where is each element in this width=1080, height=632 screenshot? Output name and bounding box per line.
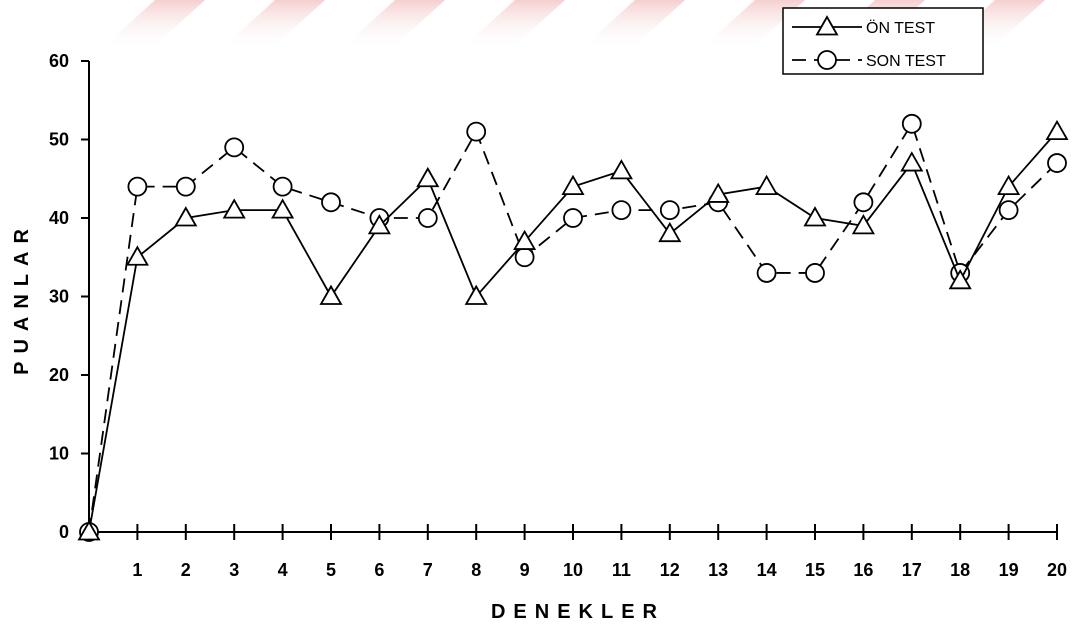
x-tick-label: 7 [423,560,433,580]
data-point [125,245,149,266]
data-point [416,166,440,188]
legend-label: SON TEST [866,53,946,70]
data-point [513,229,537,250]
y-tick-label: 0 [59,522,69,542]
y-tick-label: 50 [49,130,69,150]
data-point [224,137,245,158]
data-point [367,214,391,235]
x-tick-label: 3 [229,560,239,580]
data-point [319,284,343,305]
x-tick-label: 16 [853,560,873,580]
x-tick-label: 4 [278,560,288,580]
series-layer [77,113,1069,542]
series-line [88,121,1058,533]
data-point [417,208,438,228]
x-tick-label: 15 [805,560,825,580]
x-tick-label: 6 [374,560,384,580]
y-tick-label: 30 [49,287,69,307]
y-tick-label: 20 [49,365,69,385]
data-point [611,200,632,221]
y-tick-label: 60 [49,51,69,71]
data-point [174,206,198,227]
data-point [127,176,148,197]
x-tick-label: 11 [612,560,631,580]
legend: ÖN TEST SON TEST [782,7,984,75]
data-point [900,151,924,172]
data-point [803,206,827,227]
legend-label: ÖN TEST [866,19,935,37]
data-point [563,208,583,228]
x-tick-label: 5 [326,560,336,580]
data-point [901,113,922,134]
x-tick-label: 9 [520,560,530,580]
data-point [658,221,682,243]
data-point [756,263,777,283]
x-tick-label: 20 [1047,560,1067,580]
data-point [755,174,779,196]
data-point [175,176,196,197]
data-point [77,520,101,541]
data-point [998,200,1019,221]
data-point [272,176,293,197]
x-tick-label: 14 [757,560,777,580]
data-point [805,263,825,283]
x-tick-label: 17 [902,560,922,580]
x-axis-title: DENEKLER [491,601,665,623]
series-son-test [79,113,1067,542]
data-point [1047,153,1067,173]
data-point [561,174,585,196]
data-point [851,214,875,235]
series-on-test [77,119,1069,541]
y-axis-title: PUANLAR [11,221,33,375]
y-tick-label: 40 [49,208,69,228]
x-tick-label: 18 [950,560,970,580]
data-point [1045,119,1069,141]
data-point [948,268,972,290]
legend-box [782,7,984,75]
data-point [514,247,535,268]
x-tick-label: 10 [563,560,583,580]
data-point [853,192,874,213]
data-point [609,159,633,180]
legend-marker [817,50,837,70]
data-point [464,284,488,305]
x-tick-label: 19 [999,560,1019,580]
data-point [997,174,1021,196]
legend-marker [815,15,839,36]
data-point [659,200,680,221]
data-point [222,198,246,219]
data-point [466,121,487,142]
x-tick-label: 1 [132,560,142,580]
x-tick-label: 13 [708,560,728,580]
data-point [321,192,341,213]
y-tick-label: 10 [49,444,69,464]
x-tick-label: 2 [181,560,191,580]
data-point [271,198,295,219]
data-point [706,182,730,203]
x-tick-label: 8 [471,560,481,580]
x-tick-label: 12 [660,560,680,580]
